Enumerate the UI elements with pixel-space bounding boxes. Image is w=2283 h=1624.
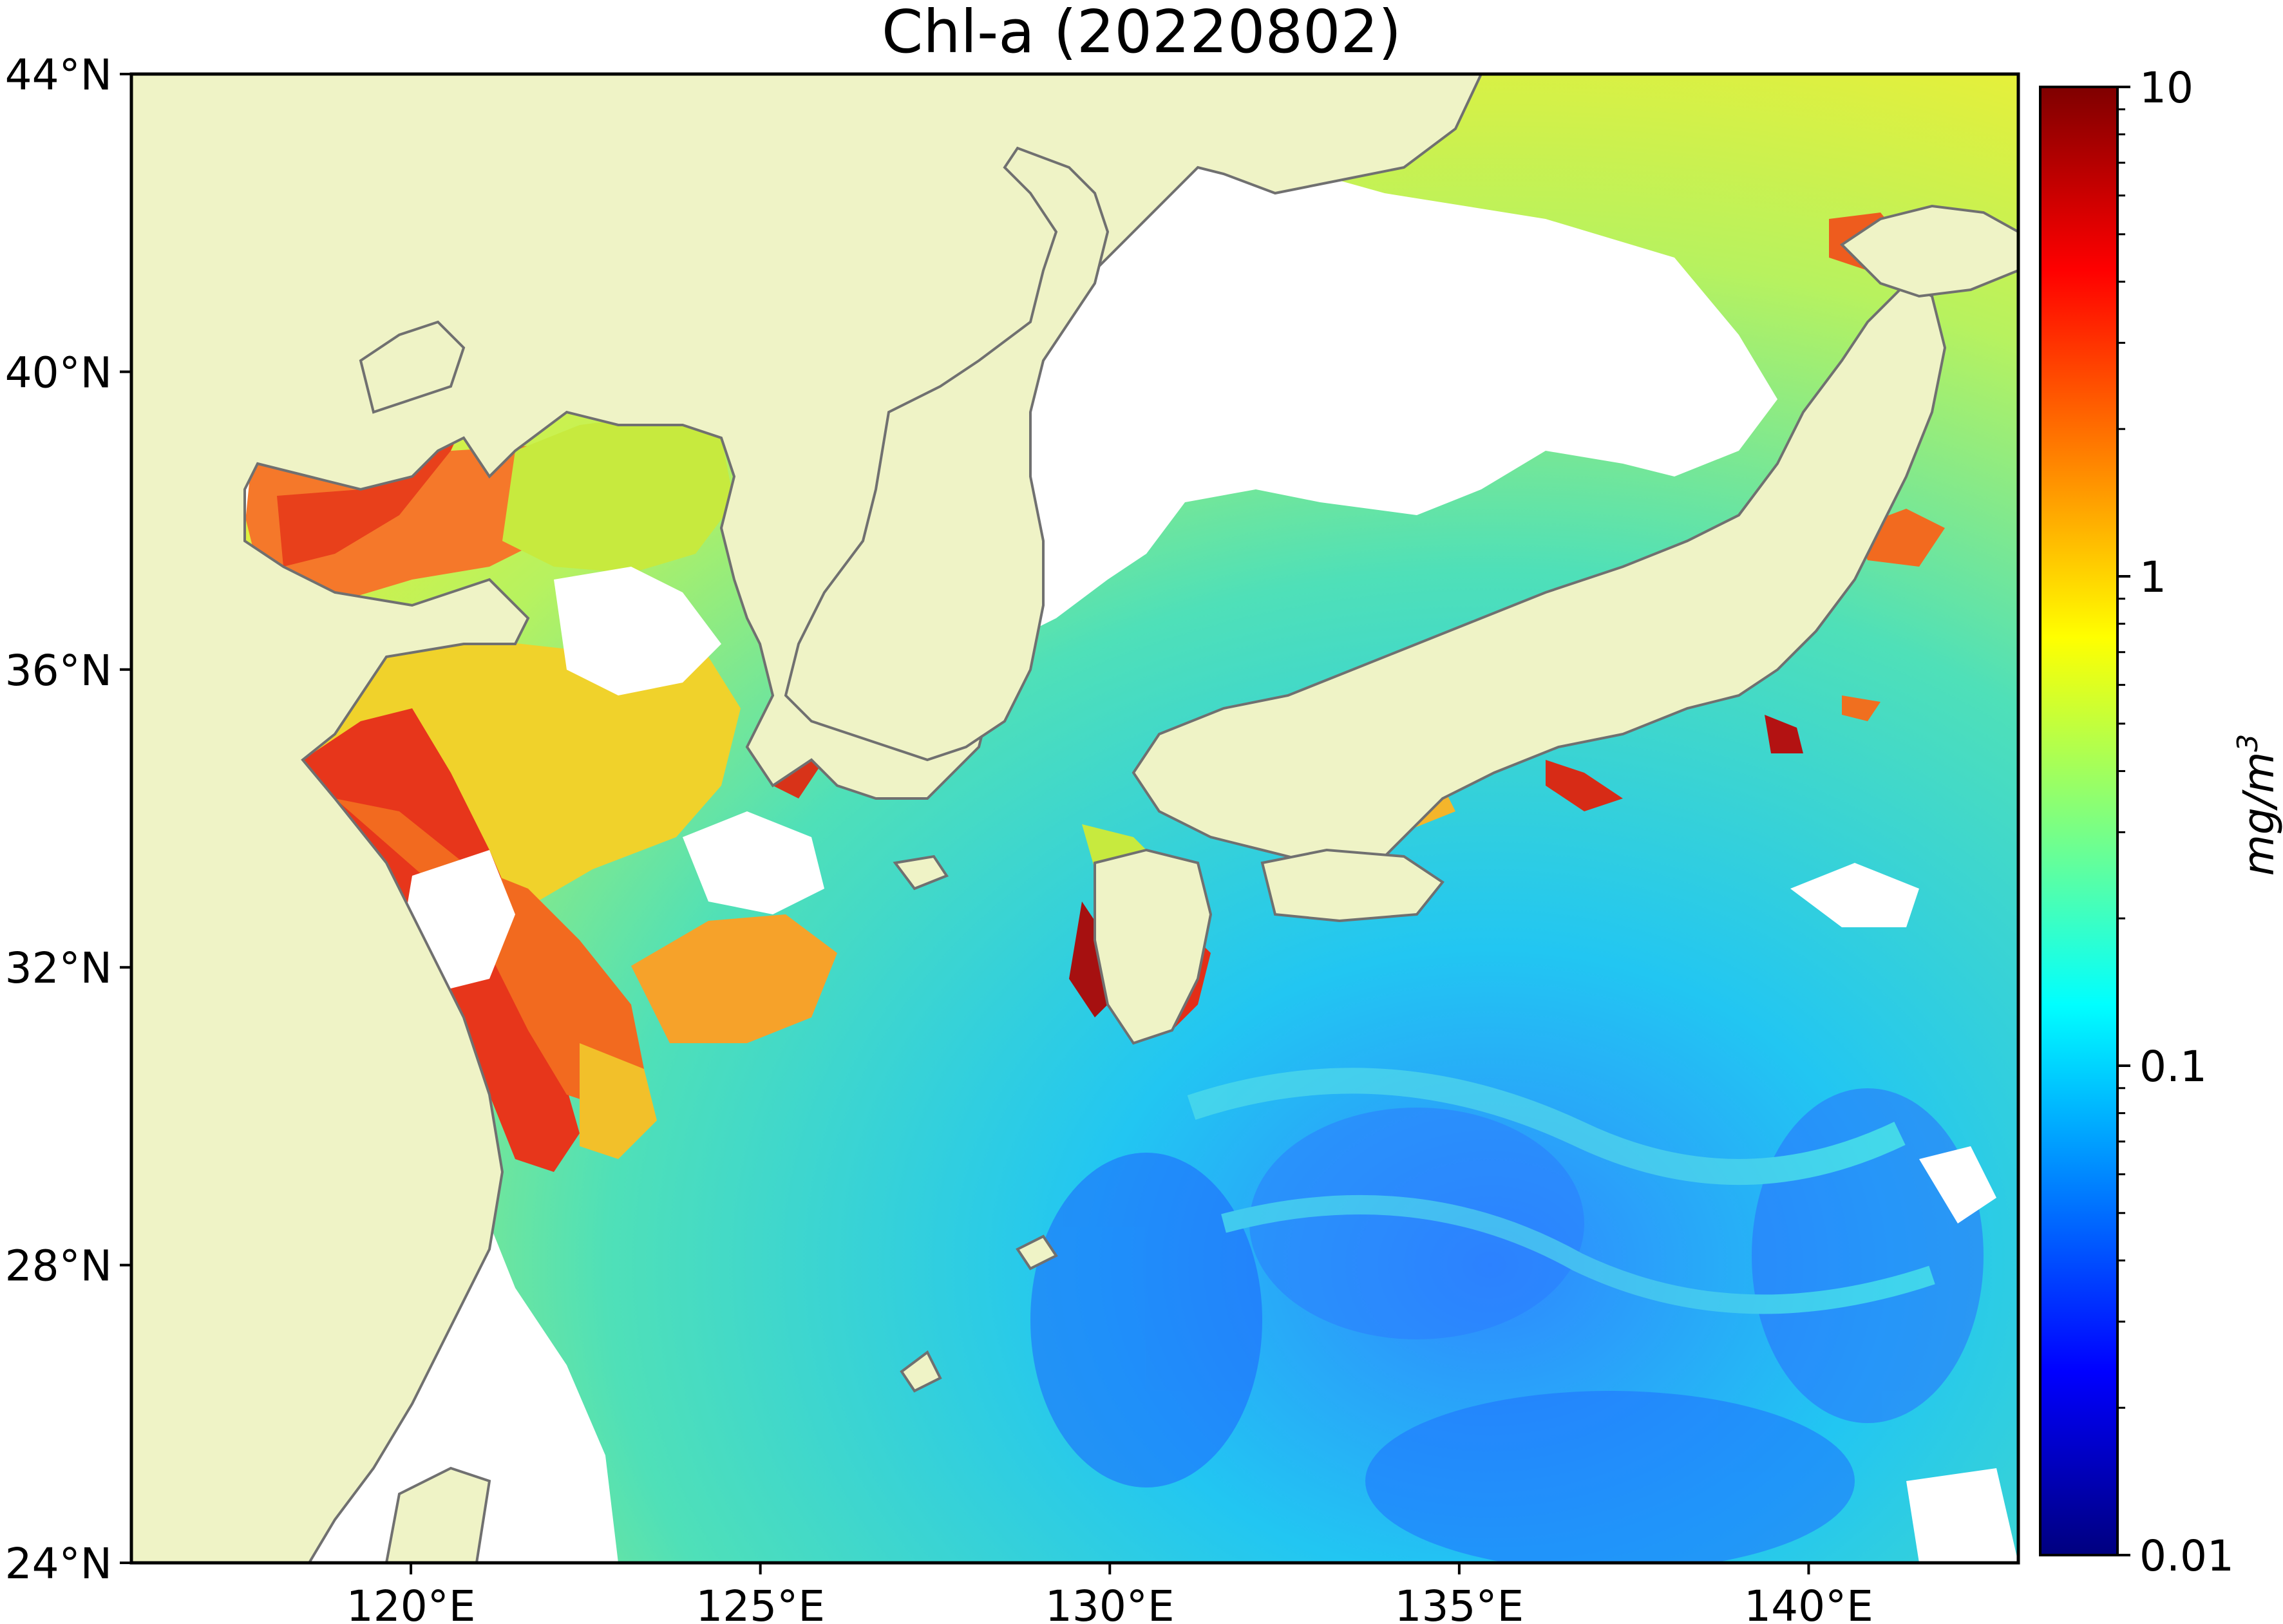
map-title: Chl-a (20220802)	[882, 0, 1401, 66]
colorbar-tick-label: 0.01	[2139, 1531, 2234, 1581]
lat-tick-label: 44°N	[5, 50, 112, 100]
map-area	[131, 74, 2018, 1563]
latitude-ticks: 44°N 40°N 36°N 32°N 28°N 24°N	[5, 50, 131, 1589]
colorbar-unit-label: mg/m3	[2231, 734, 2283, 876]
lon-tick-label: 120°E	[346, 1582, 476, 1624]
colorbar-ticks: 10 1 0.1 0.01	[2117, 63, 2234, 1581]
amami	[1016, 1234, 1058, 1270]
jeju-island	[893, 854, 949, 891]
lon-tick-label: 135°E	[1395, 1582, 1524, 1624]
honshu	[1132, 281, 1947, 878]
subtropical-gyre	[1030, 1068, 1984, 1563]
liaodong-peninsula	[359, 320, 466, 414]
lon-tick-label: 140°E	[1744, 1582, 1873, 1624]
lon-tick-label: 130°E	[1045, 1582, 1175, 1624]
lon-tick-label: 125°E	[696, 1582, 825, 1624]
lat-tick-label: 32°N	[5, 943, 112, 993]
longitude-ticks: 120°E 125°E 130°E 135°E 140°E	[346, 1563, 1873, 1624]
lat-tick-label: 28°N	[5, 1242, 112, 1291]
lat-tick-label: 40°N	[5, 348, 112, 397]
colorbar-tick-label: 0.1	[2139, 1042, 2207, 1091]
unit-exponent: 3	[2231, 734, 2264, 752]
lat-tick-label: 24°N	[5, 1539, 112, 1589]
taiwan	[384, 1466, 491, 1563]
map-frame	[129, 72, 2020, 1565]
shikoku	[1260, 848, 1445, 923]
okinawa	[900, 1350, 942, 1393]
hokkaido	[1839, 204, 2018, 298]
lat-tick-label: 36°N	[5, 646, 112, 695]
colorbar	[2039, 86, 2119, 1556]
colorbar-tick-label: 10	[2139, 63, 2193, 113]
unit-base: mg/m	[2234, 752, 2283, 876]
land-masses	[131, 74, 2018, 1563]
kyushu	[1094, 848, 1213, 1045]
korea	[784, 146, 1110, 762]
colorbar-tick-label: 1	[2139, 552, 2166, 602]
